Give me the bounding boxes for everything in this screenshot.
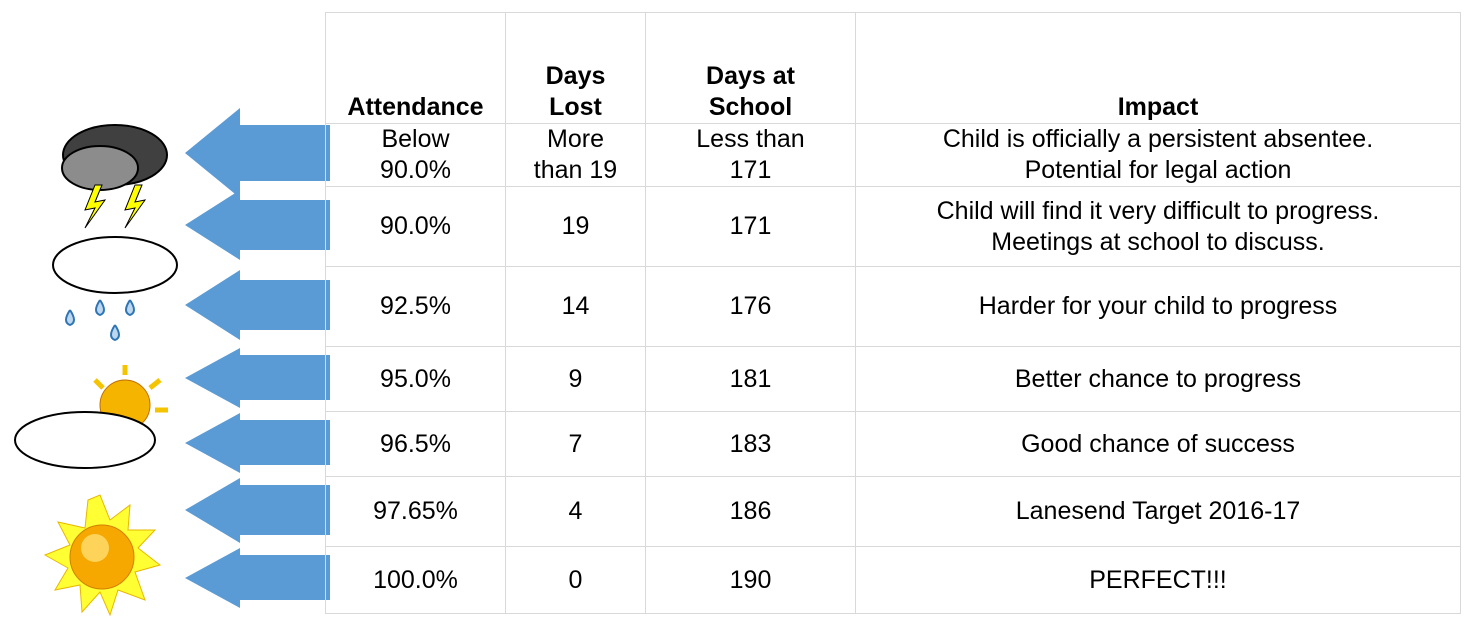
cell-line: 4 <box>506 496 645 527</box>
cell-line: School <box>646 92 855 123</box>
cell-line: 96.5% <box>326 429 505 460</box>
cell-line: 171 <box>646 211 855 242</box>
table-cell: 7 <box>506 412 646 477</box>
cell-line: Lost <box>506 92 645 123</box>
cell-line: Attendance <box>326 92 505 123</box>
table-cell: 19 <box>506 187 646 267</box>
page: {"table":{"header":[["Attendance"],["Day… <box>0 0 1477 627</box>
table-cell: 96.5% <box>326 412 506 477</box>
rain-cloud <box>53 237 177 340</box>
column-header: Attendance <box>326 13 506 124</box>
cell-line: 19 <box>506 211 645 242</box>
cell-line: More <box>506 124 645 155</box>
column-header: Impact <box>856 13 1461 124</box>
cell-line: 14 <box>506 291 645 322</box>
cell-line: 9 <box>506 364 645 395</box>
table-cell: 176 <box>646 267 856 347</box>
table-cell: 183 <box>646 412 856 477</box>
table-cell: Child is officially a persistent absente… <box>856 124 1461 187</box>
table-cell: 190 <box>646 547 856 614</box>
cell-line: 176 <box>646 291 855 322</box>
table-cell: Better chance to progress <box>856 347 1461 412</box>
table-cell: 181 <box>646 347 856 412</box>
cell-line: Days <box>506 61 645 92</box>
cell-line: Days at <box>646 61 855 92</box>
arrows <box>185 108 330 608</box>
cell-line: PERFECT!!! <box>856 565 1460 596</box>
cell-line: 186 <box>646 496 855 527</box>
sun <box>45 495 160 615</box>
cell-line: 171 <box>646 155 855 186</box>
cell-line: 90.0% <box>326 211 505 242</box>
table-cell: 97.65% <box>326 477 506 547</box>
cell-line: 7 <box>506 429 645 460</box>
cell-line: Potential for legal action <box>856 155 1460 186</box>
cell-line: 92.5% <box>326 291 505 322</box>
sun-cloud <box>15 365 168 468</box>
table-cell: 90.0% <box>326 187 506 267</box>
table-cell: 95.0% <box>326 347 506 412</box>
table-cell: 100.0% <box>326 547 506 614</box>
cell-line: Lanesend Target 2016-17 <box>856 496 1460 527</box>
table-cell: PERFECT!!! <box>856 547 1461 614</box>
cell-line: Impact <box>856 92 1460 123</box>
cell-line: 183 <box>646 429 855 460</box>
table-cell: Lanesend Target 2016-17 <box>856 477 1461 547</box>
cell-line: 0 <box>506 565 645 596</box>
cell-line: Good chance of success <box>856 429 1460 460</box>
cell-line: Child is officially a persistent absente… <box>856 124 1460 155</box>
cell-line: Better chance to progress <box>856 364 1460 395</box>
table-cell: Good chance of success <box>856 412 1461 477</box>
cell-line: 190 <box>646 565 855 596</box>
cell-line: than 19 <box>506 155 645 186</box>
table-cell: 92.5% <box>326 267 506 347</box>
cell-line: Harder for your child to progress <box>856 291 1460 322</box>
cell-line: Less than <box>646 124 855 155</box>
cell-line: 100.0% <box>326 565 505 596</box>
table-cell: 171 <box>646 187 856 267</box>
table-cell: 14 <box>506 267 646 347</box>
table-cell: 186 <box>646 477 856 547</box>
cell-line: 90.0% <box>326 155 505 186</box>
storm-cloud <box>62 125 167 228</box>
cell-line: 97.65% <box>326 496 505 527</box>
cell-line: Child will find it very difficult to pro… <box>856 196 1460 227</box>
table-cell: 4 <box>506 477 646 547</box>
cell-line: 95.0% <box>326 364 505 395</box>
cell-line: Below <box>326 124 505 155</box>
table-cell: Harder for your child to progress <box>856 267 1461 347</box>
table-cell: 9 <box>506 347 646 412</box>
table-cell: Child will find it very difficult to pro… <box>856 187 1461 267</box>
table-cell: 0 <box>506 547 646 614</box>
cell-line: Meetings at school to discuss. <box>856 227 1460 258</box>
cell-line: 181 <box>646 364 855 395</box>
